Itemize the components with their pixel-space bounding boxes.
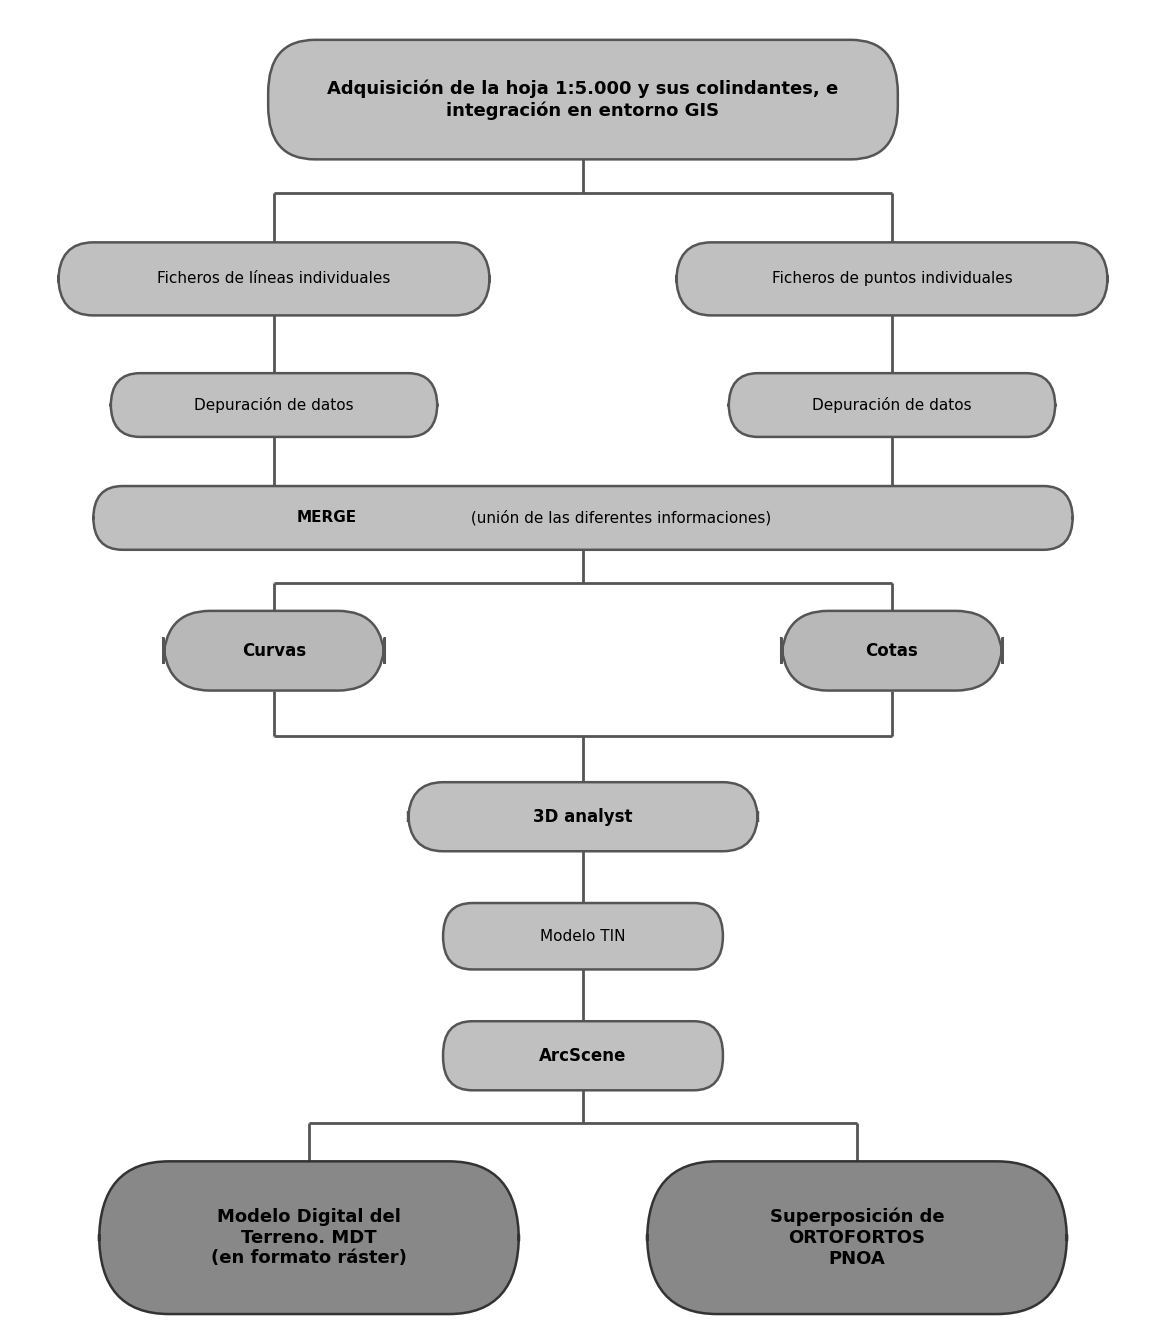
Text: (unión de las diferentes informaciones): (unión de las diferentes informaciones) — [465, 510, 771, 526]
FancyBboxPatch shape — [647, 1161, 1067, 1315]
Text: Curvas: Curvas — [243, 641, 305, 660]
Text: Ficheros de puntos individuales: Ficheros de puntos individuales — [772, 271, 1012, 287]
Text: Superposición de
ORTOFORTOS
PNOA: Superposición de ORTOFORTOS PNOA — [770, 1207, 944, 1268]
FancyBboxPatch shape — [443, 1021, 723, 1090]
Text: Depuración de datos: Depuración de datos — [195, 397, 353, 413]
FancyBboxPatch shape — [163, 611, 385, 691]
Text: ArcScene: ArcScene — [540, 1046, 626, 1065]
FancyBboxPatch shape — [729, 373, 1055, 437]
Text: Ficheros de líneas individuales: Ficheros de líneas individuales — [157, 271, 391, 287]
FancyBboxPatch shape — [268, 40, 898, 159]
FancyBboxPatch shape — [111, 373, 437, 437]
FancyBboxPatch shape — [676, 243, 1108, 316]
FancyBboxPatch shape — [58, 243, 490, 316]
FancyBboxPatch shape — [443, 903, 723, 969]
Text: 3D analyst: 3D analyst — [533, 807, 633, 826]
Text: Modelo TIN: Modelo TIN — [540, 928, 626, 944]
FancyBboxPatch shape — [93, 486, 1073, 550]
FancyBboxPatch shape — [781, 611, 1003, 691]
Text: Cotas: Cotas — [865, 641, 919, 660]
Text: Depuración de datos: Depuración de datos — [813, 397, 971, 413]
Text: Modelo Digital del
Terreno. MDT
(en formato ráster): Modelo Digital del Terreno. MDT (en form… — [211, 1208, 407, 1267]
FancyBboxPatch shape — [408, 782, 758, 851]
FancyBboxPatch shape — [99, 1161, 519, 1315]
Text: MERGE: MERGE — [296, 510, 357, 526]
Text: Adquisición de la hoja 1:5.000 y sus colindantes, e
integración en entorno GIS: Adquisición de la hoja 1:5.000 y sus col… — [328, 80, 838, 120]
